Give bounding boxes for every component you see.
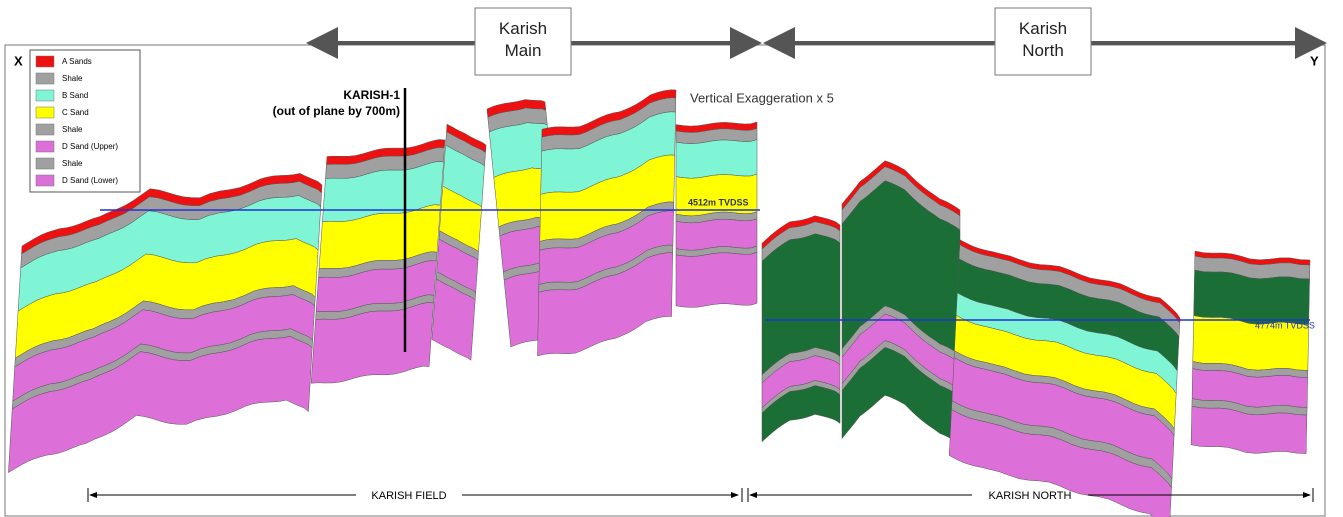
strata <box>8 89 1311 517</box>
legend-swatch <box>35 140 55 153</box>
well-name: KARISH-1 <box>343 88 400 102</box>
stratum <box>310 302 434 384</box>
end-label: X <box>14 53 23 68</box>
end-label: Y <box>1310 53 1319 68</box>
stratum <box>1190 405 1308 454</box>
legend-label: D Sand (Upper) <box>62 142 118 151</box>
well-note: (out of plane by 700m) <box>273 104 400 118</box>
legend-swatch <box>35 174 55 187</box>
stratum <box>537 252 673 357</box>
stratum <box>675 139 758 179</box>
stratum <box>761 385 841 443</box>
depth-label: 4512m TVDSS <box>688 197 749 207</box>
depth-label: 4774m TVDSS <box>1255 320 1315 330</box>
legend-swatch <box>35 106 55 119</box>
title-box <box>994 7 1092 76</box>
title-box-text: Karish Main <box>499 19 547 60</box>
legend-label: C Sand <box>62 108 89 117</box>
legend-label: B Sand <box>62 91 88 100</box>
legend-label: Shale <box>62 74 83 83</box>
legend-swatch <box>35 123 55 136</box>
stratum <box>948 409 1172 517</box>
legend <box>29 49 141 193</box>
legend-label: Shale <box>62 159 83 168</box>
stratum <box>675 251 758 308</box>
stratum <box>1193 269 1310 325</box>
legend-swatch <box>35 89 55 102</box>
legend-swatch <box>35 72 55 85</box>
field-label: KARISH FIELD <box>371 490 446 502</box>
legend-swatch <box>35 55 55 68</box>
title-box <box>474 7 572 76</box>
legend-label: D Sand (Lower) <box>62 176 118 185</box>
stratum <box>8 336 313 474</box>
field-label: KARISH NORTH <box>989 490 1072 502</box>
title-box-text: Karish North <box>1019 19 1067 60</box>
stratum <box>431 278 476 361</box>
legend-label: A Sands <box>62 57 92 66</box>
exaggeration-note: Vertical Exaggeration x 5 <box>690 90 834 105</box>
legend-swatch <box>35 157 55 170</box>
stratum <box>675 218 758 251</box>
legend-label: Shale <box>62 125 83 134</box>
legend-entries: A Sands Shale B Sand C Sand Shale D Sand (Upp… <box>35 55 118 187</box>
